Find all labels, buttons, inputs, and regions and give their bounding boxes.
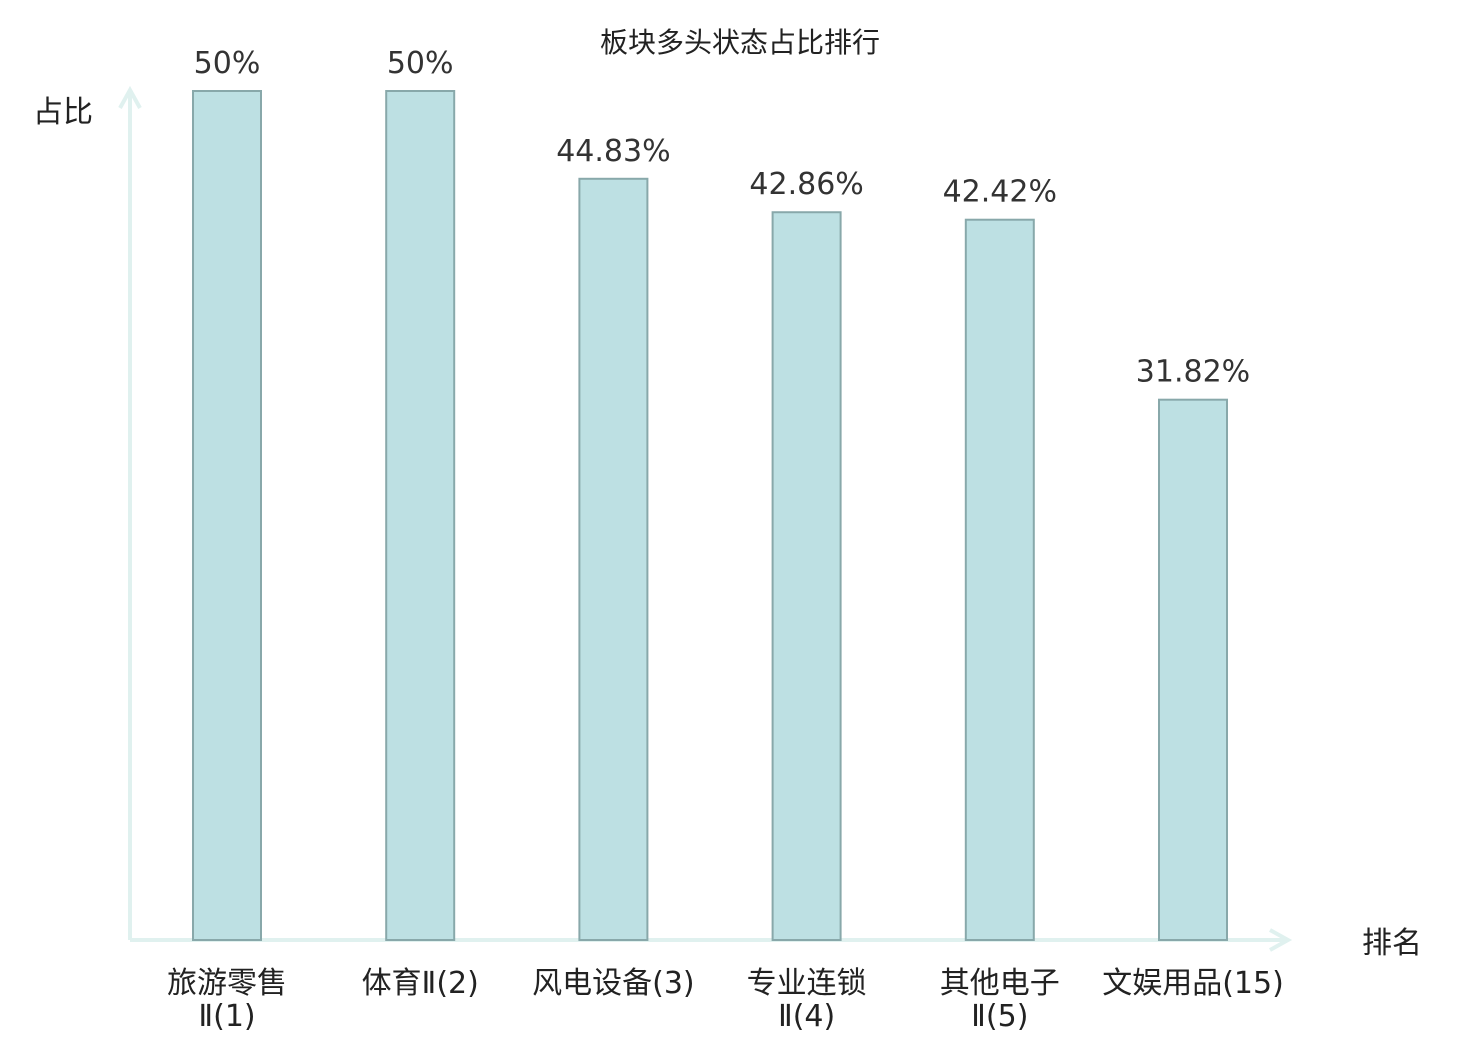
bar-value-label: 50% — [194, 46, 261, 81]
bar — [964, 218, 1035, 942]
bars-group — [192, 90, 1228, 942]
bar-value-label: 42.86% — [749, 167, 863, 202]
y-axis-arrow-icon — [118, 85, 142, 109]
y-axis-label: 占比 — [33, 95, 93, 130]
x-axis-arrow-icon — [1269, 928, 1293, 952]
y-axis: 占比 — [33, 85, 142, 940]
bar-value-label: 50% — [387, 46, 454, 81]
category-label: Ⅱ(5) — [971, 999, 1028, 1034]
category-label: 体育Ⅱ(2) — [362, 966, 479, 1001]
category-label: 文娱用品(15) — [1102, 966, 1284, 1001]
value-labels-group: 50% 50% 44.83% 42.86% 42.42% 31.82% — [194, 46, 1251, 390]
category-label: 专业连锁 — [747, 966, 867, 1001]
x-axis-label: 排名 — [1362, 926, 1422, 961]
chart-title: 板块多头状态占比排行 — [600, 26, 880, 59]
bar-value-label: 42.42% — [943, 175, 1057, 210]
category-label: Ⅱ(1) — [198, 999, 255, 1034]
bar-value-label: 44.83% — [556, 134, 670, 169]
bar — [192, 90, 262, 941]
category-label: 其他电子 — [940, 966, 1060, 1001]
bar — [771, 211, 842, 942]
category-label: 旅游零售 — [167, 966, 287, 1001]
bar-value-label: 31.82% — [1136, 355, 1250, 390]
bar — [385, 90, 456, 941]
category-label: 风电设备(3) — [532, 966, 695, 1001]
x-axis: 排名 — [130, 926, 1422, 961]
category-label: Ⅱ(4) — [778, 999, 835, 1034]
bar — [578, 177, 649, 941]
bar — [1158, 398, 1228, 941]
